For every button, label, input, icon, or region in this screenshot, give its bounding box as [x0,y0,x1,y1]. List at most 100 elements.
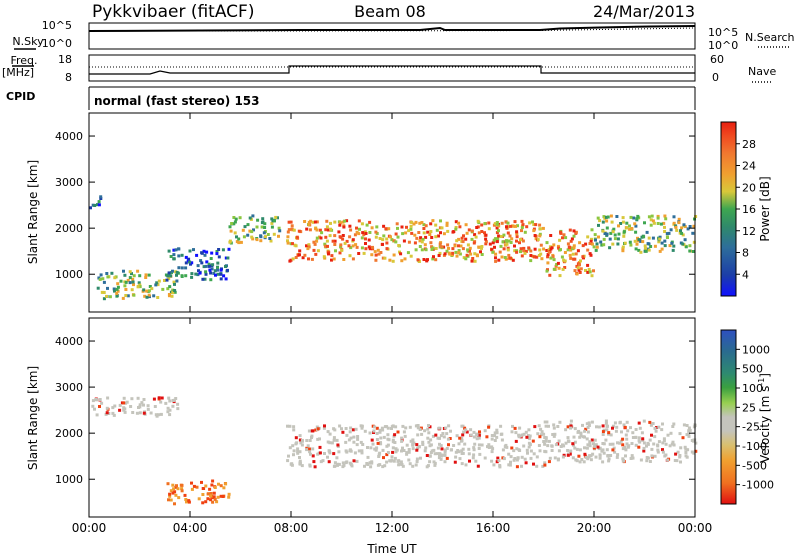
velocity-echo-cell [91,399,95,403]
velocity-echo-cell [571,442,575,446]
power-echo-cell [653,244,657,248]
power-echo-cell [343,241,347,245]
power-echo-cell [515,232,519,236]
velocity-echo-cell [332,464,336,468]
velocity-echo-cell [487,443,491,447]
velocity-echo-cell [444,426,448,430]
power-echo-cell [131,280,135,284]
velocity-echo-cell [355,459,359,463]
power-echo-cell [506,231,510,235]
power-echo-cell [301,256,305,260]
velocity-echo-cell [627,444,631,448]
power-echo-cell [219,268,223,272]
power-echo-cell [466,248,470,252]
power-echo-cell [596,216,600,220]
velocity-echo-cell [296,449,300,453]
velocity-echo-cell [313,465,317,469]
velocity-echo-cell [224,482,228,486]
velocity-echo-cell [449,429,452,433]
velocity-echo-cell [368,461,372,465]
velocity-colorbar-tick-label: 1000 [742,343,770,356]
velocity-echo-cell [692,438,696,442]
power-echo-cell [616,242,620,246]
power-echo-cell [457,244,460,248]
power-echo-cell [203,253,207,257]
velocity-echo-cell [684,451,688,454]
velocity-echo-cell [332,438,336,442]
power-echo-cell [333,243,337,246]
power-echo-cell [632,216,636,220]
power-echo-cell [394,240,398,244]
velocity-echo-cell [292,428,296,432]
power-echo-cell [663,225,666,229]
power-echo-cell [609,214,613,218]
velocity-echo-cell [441,432,445,435]
velocity-echo-cell [650,433,653,437]
power-echo-cell [259,234,263,238]
power-echo-cell [556,244,560,248]
power-echo-cell [452,230,456,233]
power-echo-cell [621,245,625,249]
velocity-echo-cell [433,452,437,456]
power-echo-cell [513,249,517,253]
power-echo-cell [170,294,174,298]
cpid-text: normal (fast stereo) 153 [94,94,260,108]
power-echo-cell [597,223,600,227]
power-echo-cell [556,261,560,265]
velocity-echo-cell [586,457,590,461]
velocity-echo-cell [399,460,403,464]
power-echo-cell [597,235,600,239]
velocity-echo-cell [442,453,445,457]
power-echo-cell [126,278,130,282]
power-echo-cell [288,259,292,263]
power-echo-cell [501,240,505,244]
nave-right-tick-top: 60 [710,53,724,66]
power-echo-cell [325,239,329,243]
power-echo-cell [416,258,420,262]
power-echo-cell [429,222,433,226]
velocity-echo-cell [421,443,425,446]
velocity-echo-cell [443,448,447,452]
power-echo-cell [251,237,255,241]
power-echo-cell [518,241,521,245]
power-colorbar-tick-label: 28 [742,138,756,151]
velocity-echo-cell [660,428,664,432]
power-echo-cell [461,240,465,244]
power-echo-cell [115,294,119,297]
power-echo-cell [495,231,499,235]
velocity-colorbar-tick-label: -100 [742,440,767,453]
power-echo-cell [505,225,508,229]
power-echo-cell [342,225,346,229]
velocity-echo-cell [598,456,602,460]
velocity-echo-cell [209,494,213,498]
velocity-echo-cell [140,401,144,405]
velocity-echo-cell [152,397,156,401]
velocity-echo-cell [201,493,205,496]
velocity-echo-cell [366,446,369,449]
power-echo-cell [363,230,367,234]
velocity-echo-cell [405,452,409,456]
velocity-echo-cell [452,444,456,447]
velocity-echo-cell [385,425,389,429]
power-echo-cell [325,219,329,223]
velocity-echo-cell [105,411,109,415]
power-echo-cell [196,264,200,268]
power-echo-cell [563,266,567,269]
power-echo-cell [506,221,510,225]
velocity-echo-cell [512,458,516,462]
power-panel-frame [88,112,696,313]
velocity-echo-cell [475,432,479,436]
velocity-echo-cell [197,497,201,501]
power-echo-cell [142,288,146,292]
velocity-echo-cell [356,437,360,441]
velocity-echo-cell [454,450,458,454]
velocity-echo-cell [634,443,638,447]
velocity-echo-cell [493,439,497,442]
power-echo-cell [459,244,463,248]
power-echo-cell [116,289,120,293]
velocity-echo-cell [111,411,115,415]
velocity-echo-cell [584,427,588,431]
velocity-echo-cell [216,495,220,499]
velocity-echo-cell [298,438,302,442]
